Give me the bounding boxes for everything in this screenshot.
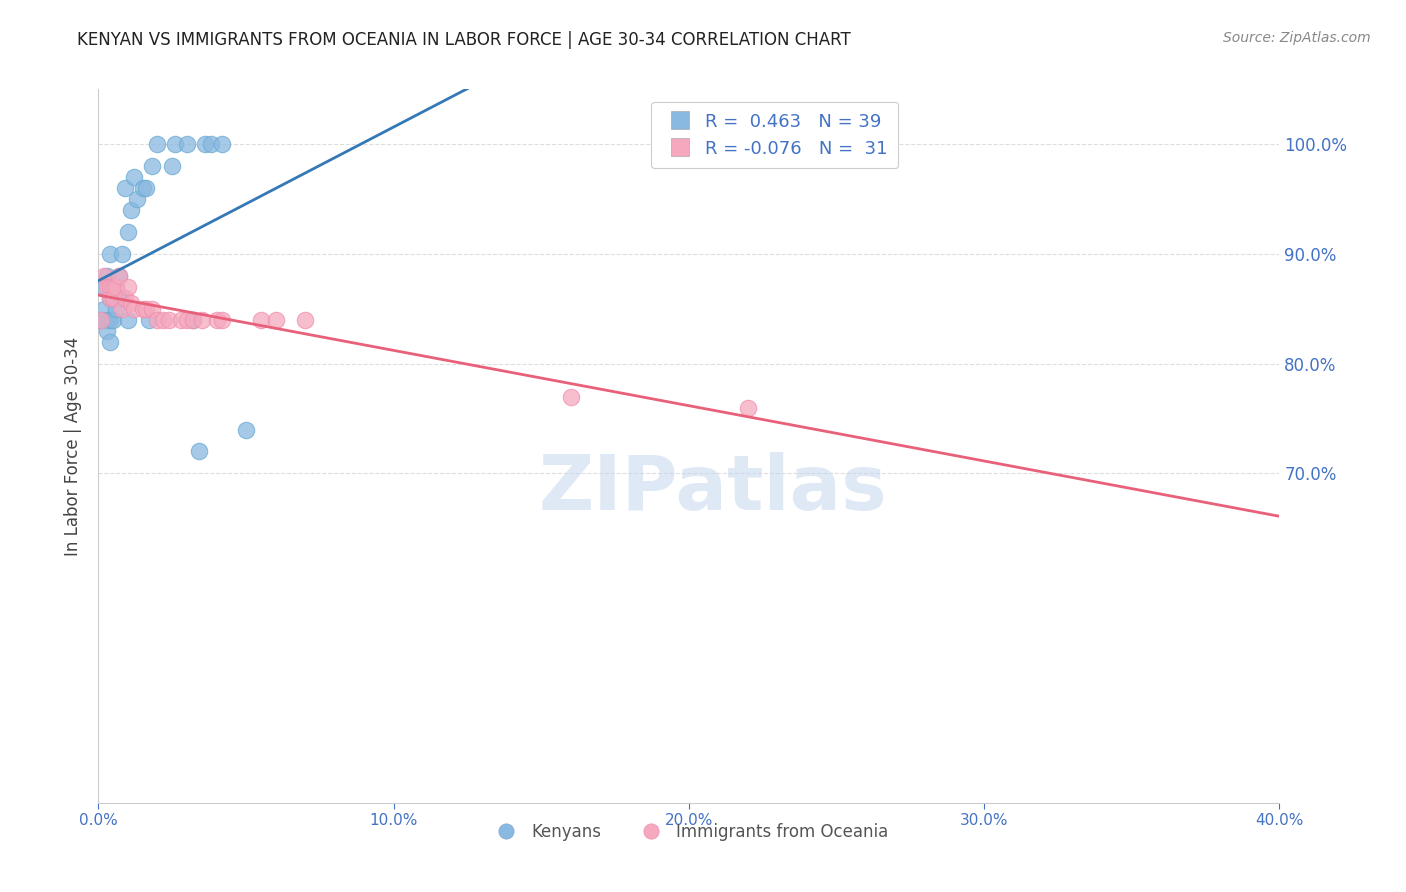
Point [138, 312, 160, 326]
Point [191, 312, 214, 326]
Point [114, 181, 136, 195]
Point [170, 312, 193, 326]
Point [103, 280, 125, 294]
Point [181, 312, 204, 326]
Point [103, 291, 125, 305]
Point [117, 225, 139, 239]
Point [162, 159, 183, 173]
Point [98, 280, 121, 294]
Point [90, 312, 112, 326]
Point [90, 312, 112, 326]
Point [93, 268, 115, 283]
Point [200, 137, 222, 152]
Point [111, 247, 134, 261]
Point [135, 181, 157, 195]
Point [187, 444, 209, 458]
Point [103, 291, 125, 305]
Point [141, 159, 163, 173]
Point [264, 312, 287, 326]
Point [111, 301, 134, 316]
Point [146, 137, 169, 152]
Point [141, 301, 163, 316]
Point [105, 280, 128, 294]
Point [294, 312, 316, 326]
Point [96, 324, 118, 338]
Point [93, 301, 115, 316]
Text: Source: ZipAtlas.com: Source: ZipAtlas.com [1223, 31, 1371, 45]
Point [105, 301, 128, 316]
Point [211, 312, 233, 326]
Point [96, 280, 118, 294]
Point [135, 301, 157, 316]
Point [157, 312, 180, 326]
Point [103, 280, 125, 294]
Point [114, 291, 136, 305]
Point [98, 291, 121, 305]
Point [176, 137, 198, 152]
Point [125, 192, 148, 206]
Point [120, 296, 142, 310]
Point [132, 181, 155, 195]
Point [98, 247, 121, 261]
Point [120, 202, 142, 217]
Text: KENYAN VS IMMIGRANTS FROM OCEANIA IN LABOR FORCE | AGE 30-34 CORRELATION CHART: KENYAN VS IMMIGRANTS FROM OCEANIA IN LAB… [77, 31, 851, 49]
Point [98, 291, 121, 305]
Y-axis label: In Labor Force | Age 30-34: In Labor Force | Age 30-34 [65, 336, 83, 556]
Legend: Kenyans, Immigrants from Oceania: Kenyans, Immigrants from Oceania [482, 817, 896, 848]
Point [132, 301, 155, 316]
Point [211, 137, 233, 152]
Point [96, 268, 118, 283]
Point [96, 312, 118, 326]
Point [111, 291, 134, 305]
Point [176, 312, 198, 326]
Point [108, 268, 131, 283]
Point [152, 312, 174, 326]
Point [98, 334, 121, 349]
Point [146, 312, 169, 326]
Point [117, 280, 139, 294]
Point [98, 312, 121, 326]
Point [117, 312, 139, 326]
Point [105, 280, 128, 294]
Point [737, 401, 759, 415]
Point [103, 312, 125, 326]
Text: ZIPatlas: ZIPatlas [538, 452, 887, 525]
Point [108, 268, 131, 283]
Point [93, 280, 115, 294]
Point [250, 312, 273, 326]
Point [194, 137, 217, 152]
Point [181, 312, 204, 326]
Point [122, 301, 145, 316]
Point [235, 423, 257, 437]
Point [165, 137, 187, 152]
Point [122, 169, 145, 184]
Point [108, 291, 131, 305]
Point [205, 312, 228, 326]
Point [560, 390, 582, 404]
